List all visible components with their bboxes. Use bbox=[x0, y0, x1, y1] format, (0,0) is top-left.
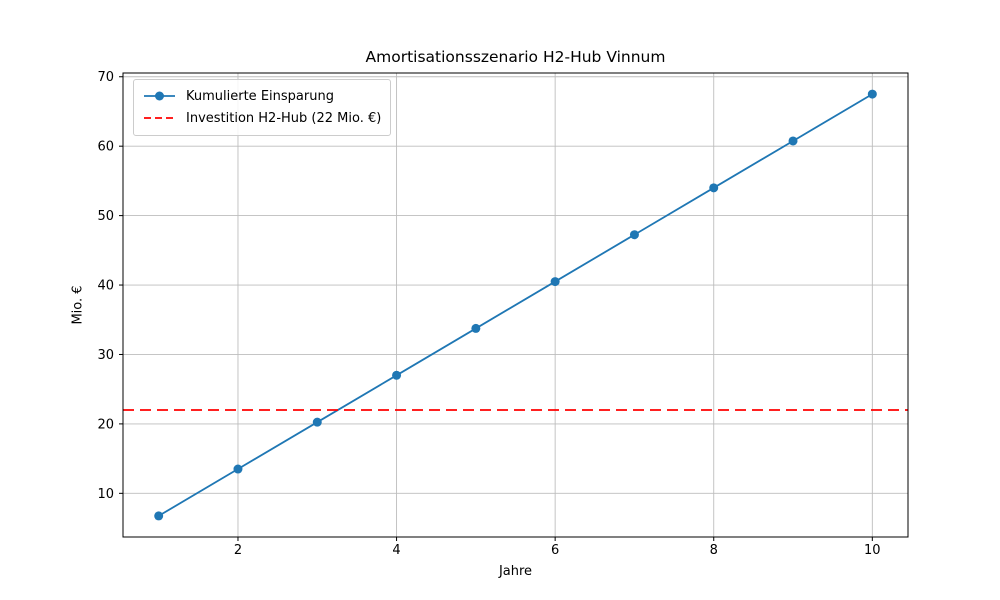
x-axis-label: Jahre bbox=[498, 564, 533, 579]
y-tick-label: 70 bbox=[97, 70, 114, 85]
y-tick-label: 20 bbox=[97, 417, 114, 432]
x-tick-label: 6 bbox=[551, 543, 559, 558]
x-tick-label: 8 bbox=[710, 543, 718, 558]
y-axis-label: Mio. € bbox=[70, 285, 86, 325]
legend-entry-savings: Kumulierte Einsparung bbox=[143, 85, 381, 107]
y-tick-label: 30 bbox=[97, 348, 114, 363]
y-tick-label: 60 bbox=[97, 140, 114, 155]
data-point-marker bbox=[312, 417, 322, 427]
data-point-marker bbox=[788, 136, 798, 146]
legend-label-savings: Kumulierte Einsparung bbox=[186, 88, 334, 104]
y-tick-label: 50 bbox=[97, 209, 114, 224]
savings-line bbox=[158, 93, 873, 517]
legend-line-marker-sample bbox=[144, 91, 175, 101]
data-point-marker bbox=[550, 277, 560, 287]
data-point-marker bbox=[233, 464, 243, 474]
legend: Kumulierte Einsparung Investition H2-Hub… bbox=[133, 79, 392, 136]
chart-title: Amortisationsszenario H2-Hub Vinnum bbox=[365, 48, 666, 66]
data-point-marker bbox=[392, 370, 402, 380]
legend-dashed-line-sample bbox=[144, 117, 175, 119]
data-point-marker bbox=[629, 230, 639, 240]
axes-frame bbox=[122, 72, 909, 538]
y-tick-label: 40 bbox=[97, 279, 114, 294]
legend-label-investment: Investition H2-Hub (22 Mio. €) bbox=[186, 110, 382, 126]
x-tick-label: 2 bbox=[234, 543, 242, 558]
data-point-marker bbox=[709, 183, 719, 193]
legend-entry-investment: Investition H2-Hub (22 Mio. €) bbox=[143, 107, 381, 129]
y-tick-label: 10 bbox=[97, 487, 114, 502]
data-point-marker bbox=[154, 511, 164, 521]
x-tick-label: 10 bbox=[864, 543, 881, 558]
data-point-marker bbox=[471, 323, 481, 333]
data-point-marker bbox=[867, 89, 877, 99]
x-tick-label: 4 bbox=[392, 543, 400, 558]
